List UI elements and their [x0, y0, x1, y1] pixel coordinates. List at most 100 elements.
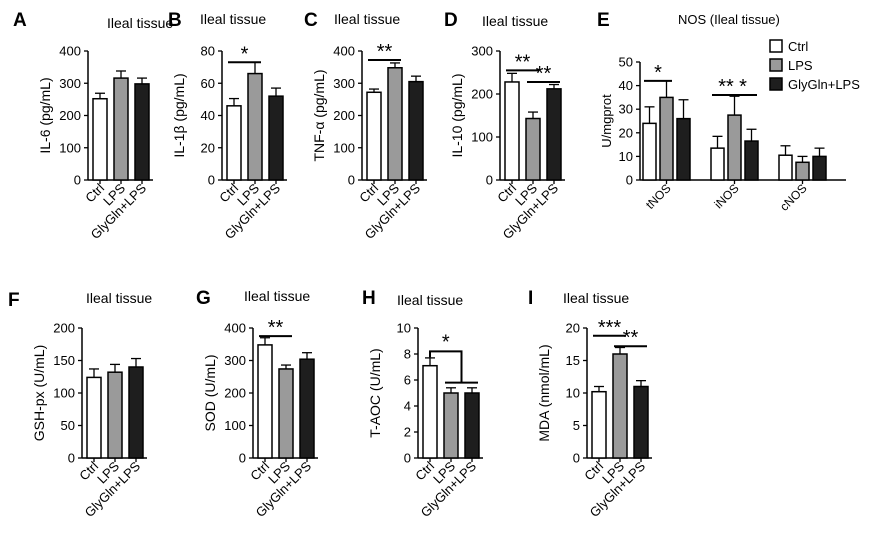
significance-marker: *: [739, 76, 747, 98]
y-axis-label: T-AOC (U/mL): [367, 348, 383, 437]
panel-label: C: [304, 10, 318, 31]
bar-glygln-lps: [268, 95, 284, 181]
bar-glygln-lps: [408, 80, 424, 181]
panel-label: E: [597, 10, 610, 31]
panel-label: F: [8, 290, 20, 311]
panel-title: Ileal tissue: [397, 292, 463, 308]
bar-tnos-ctrl: [642, 122, 657, 181]
panel-label: A: [13, 10, 27, 31]
panel-title: Ileal tissue: [244, 288, 310, 304]
bar-lps: [612, 353, 628, 459]
y-tick-label: 20: [566, 321, 580, 336]
y-axis-label: U/mgprot: [599, 94, 614, 148]
panel-title: Ileal tissue: [482, 13, 548, 29]
panel-title: Ileal tissue: [107, 15, 173, 31]
y-tick-label: 400: [333, 44, 355, 59]
bar-glygln-lps: [546, 88, 562, 181]
bar-glygln-lps: [464, 392, 480, 459]
y-tick-label: 40: [201, 108, 215, 123]
y-tick-label: 80: [201, 44, 215, 59]
y-tick-label: 0: [348, 173, 355, 188]
y-axis-label: IL-1β (pg/mL): [171, 73, 187, 157]
bar-lps: [107, 371, 123, 459]
bar-inos-glygln-lps: [744, 140, 759, 181]
bar-lps: [443, 392, 459, 459]
y-tick-label: 200: [333, 108, 355, 123]
bar-cnos-ctrl: [778, 154, 793, 181]
bar-glygln-lps: [134, 83, 150, 181]
y-tick-label: 8: [404, 347, 411, 362]
significance-marker: **: [623, 327, 639, 349]
legend-label: LPS: [788, 58, 813, 73]
legend-swatch: [769, 39, 783, 53]
legend-swatch: [769, 58, 783, 72]
y-tick-label: 10: [566, 386, 580, 401]
bar-glygln-lps: [128, 366, 144, 459]
x-tick-label: iNOS: [711, 181, 741, 211]
legend-swatch: [769, 77, 783, 91]
significance-marker: **: [536, 63, 552, 85]
significance-marker: ***: [598, 317, 622, 339]
y-tick-label: 100: [224, 418, 246, 433]
y-tick-label: 20: [619, 125, 633, 140]
y-tick-label: 300: [224, 353, 246, 368]
y-tick-label: 10: [397, 321, 411, 336]
significance-marker: **: [515, 51, 531, 73]
significance-marker: *: [654, 62, 662, 84]
y-tick-label: 2: [404, 425, 411, 440]
panel-title: Ileal tissue: [334, 11, 400, 27]
y-axis-label: GSH-px (U/mL): [31, 345, 47, 441]
y-axis-label: MDA (nmol/mL): [536, 344, 552, 441]
y-tick-label: 200: [59, 108, 81, 123]
bar-glygln-lps: [633, 385, 649, 459]
bar-ctrl: [92, 97, 108, 181]
bar-lps: [387, 67, 403, 181]
y-tick-label: 60: [201, 76, 215, 91]
bar-tnos-glygln-lps: [676, 117, 691, 181]
significance-marker: *: [241, 43, 249, 65]
y-tick-label: 0: [74, 173, 81, 188]
y-tick-label: 400: [224, 321, 246, 336]
y-tick-label: 40: [619, 78, 633, 93]
panel-title: Ileal tissue: [563, 290, 629, 306]
significance-marker: **: [377, 41, 393, 63]
y-tick-label: 200: [224, 386, 246, 401]
y-tick-label: 300: [471, 44, 493, 59]
bar-glygln-lps: [299, 358, 315, 459]
panel-label: I: [528, 288, 533, 309]
panel-label: D: [444, 10, 458, 31]
y-tick-label: 100: [59, 140, 81, 155]
bar-lps: [113, 77, 129, 181]
y-tick-label: 200: [471, 87, 493, 102]
y-tick-label: 100: [333, 140, 355, 155]
legend: Ctrl LPS GlyGln+LPS: [769, 39, 860, 92]
y-axis-label: TNF-α (pg/mL): [311, 69, 327, 161]
y-tick-label: 15: [566, 353, 580, 368]
y-tick-label: 0: [68, 451, 75, 466]
y-tick-label: 20: [201, 140, 215, 155]
bar-ctrl: [226, 105, 242, 181]
y-tick-label: 10: [619, 149, 633, 164]
y-tick-label: 200: [53, 321, 75, 336]
bar-ctrl: [366, 91, 382, 181]
legend-label: Ctrl: [788, 39, 808, 54]
y-tick-label: 0: [208, 173, 215, 188]
y-tick-label: 150: [53, 353, 75, 368]
bar-ctrl: [86, 376, 102, 459]
y-axis-label: SOD (U/mL): [202, 355, 218, 432]
y-axis-label: IL-6 (pg/mL): [37, 77, 53, 153]
x-tick-label: tNOS: [643, 181, 674, 212]
bar-ctrl: [504, 81, 520, 181]
panel-title: NOS (Ileal tissue): [678, 12, 780, 27]
significance-marker: *: [442, 331, 450, 353]
y-tick-label: 0: [626, 173, 633, 188]
bar-ctrl: [591, 390, 607, 459]
